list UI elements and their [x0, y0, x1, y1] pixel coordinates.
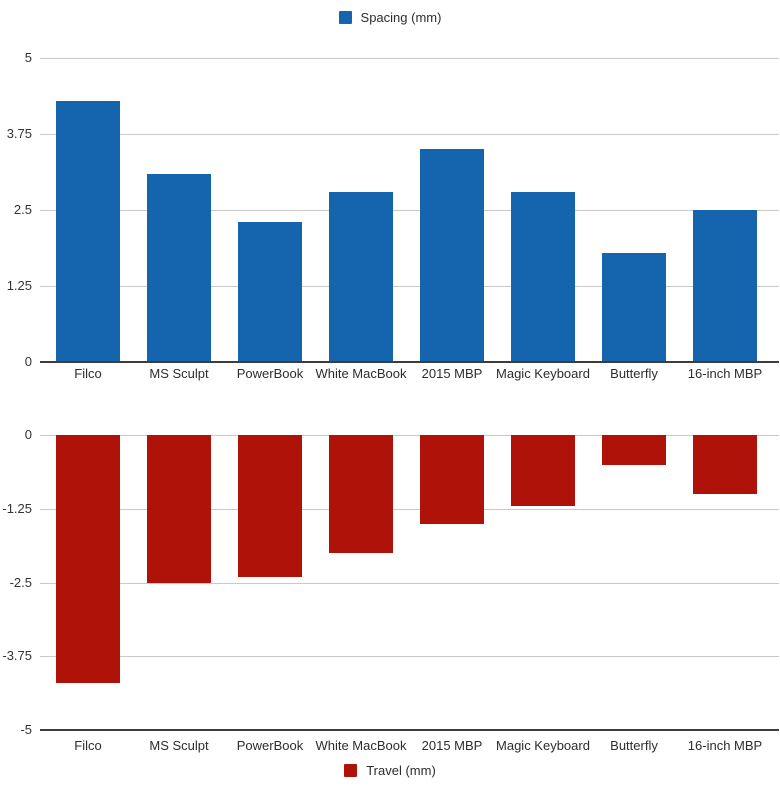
gridline [40, 509, 779, 510]
gridline [40, 286, 779, 287]
gridline [40, 435, 779, 436]
y-tick-label: -1.25 [2, 501, 32, 516]
x-category-label: Butterfly [610, 366, 658, 381]
spacing-bar-white-macbook [329, 192, 393, 362]
travel-bar-butterfly [602, 435, 666, 465]
x-category-label: Magic Keyboard [496, 366, 590, 381]
x-category-label: Butterfly [610, 738, 658, 753]
x-category-label: 2015 MBP [421, 738, 483, 753]
y-tick-label: 2.5 [13, 202, 32, 217]
gridline [40, 210, 779, 211]
x-category-label: White MacBook [315, 366, 407, 381]
spacing-bar-magic-keyboard [511, 192, 575, 362]
travel-bar-16-inch-mbp [693, 435, 757, 494]
x-axis-line [40, 361, 779, 363]
x-category-label: 16-inch MBP [687, 366, 763, 381]
x-category-label: PowerBook [236, 366, 304, 381]
x-category-label: MS Sculpt [149, 738, 209, 753]
x-category-label: Filco [74, 366, 102, 381]
spacing-bar-powerbook [238, 222, 302, 362]
y-tick-label: -5 [20, 722, 32, 737]
x-axis-line [40, 729, 779, 731]
travel-bar-white-macbook [329, 435, 393, 553]
spacing-bar-filco [56, 101, 120, 362]
y-tick-label: 0 [24, 354, 32, 369]
gridline [40, 58, 779, 59]
y-tick-label: 5 [24, 50, 32, 65]
x-category-label: MS Sculpt [149, 366, 209, 381]
y-tick-label: 1.25 [6, 278, 32, 293]
spacing-bar-ms-sculpt [147, 174, 211, 362]
travel-bar-filco [56, 435, 120, 683]
x-category-label: Magic Keyboard [496, 738, 590, 753]
gridline [40, 134, 779, 135]
gridline [40, 583, 779, 584]
travel-legend-label: Travel (mm) [366, 763, 436, 778]
spacing-bar-butterfly [602, 253, 666, 362]
spacing-bar-16-inch-mbp [693, 210, 757, 362]
spacing-bar-2015-mbp [420, 149, 484, 362]
legend-spacing: Spacing (mm) [0, 10, 780, 25]
travel-bar-magic-keyboard [511, 435, 575, 506]
x-category-label: PowerBook [236, 738, 304, 753]
travel-legend-swatch-icon [344, 764, 358, 777]
travel-bar-ms-sculpt [147, 435, 211, 583]
x-category-label: 2015 MBP [421, 366, 483, 381]
spacing-legend-swatch-icon [338, 11, 352, 24]
legend-travel: Travel (mm) [0, 763, 780, 778]
travel-bar-2015-mbp [420, 435, 484, 524]
y-tick-label: 3.75 [6, 126, 32, 141]
y-tick-label: -2.5 [9, 575, 32, 590]
y-tick-label: 0 [24, 427, 32, 442]
x-category-label: Filco [74, 738, 102, 753]
y-tick-label: -3.75 [2, 648, 32, 663]
x-category-label: White MacBook [315, 738, 407, 753]
gridline [40, 656, 779, 657]
x-category-label: 16-inch MBP [687, 738, 763, 753]
travel-bar-powerbook [238, 435, 302, 577]
spacing-legend-label: Spacing (mm) [360, 10, 442, 25]
